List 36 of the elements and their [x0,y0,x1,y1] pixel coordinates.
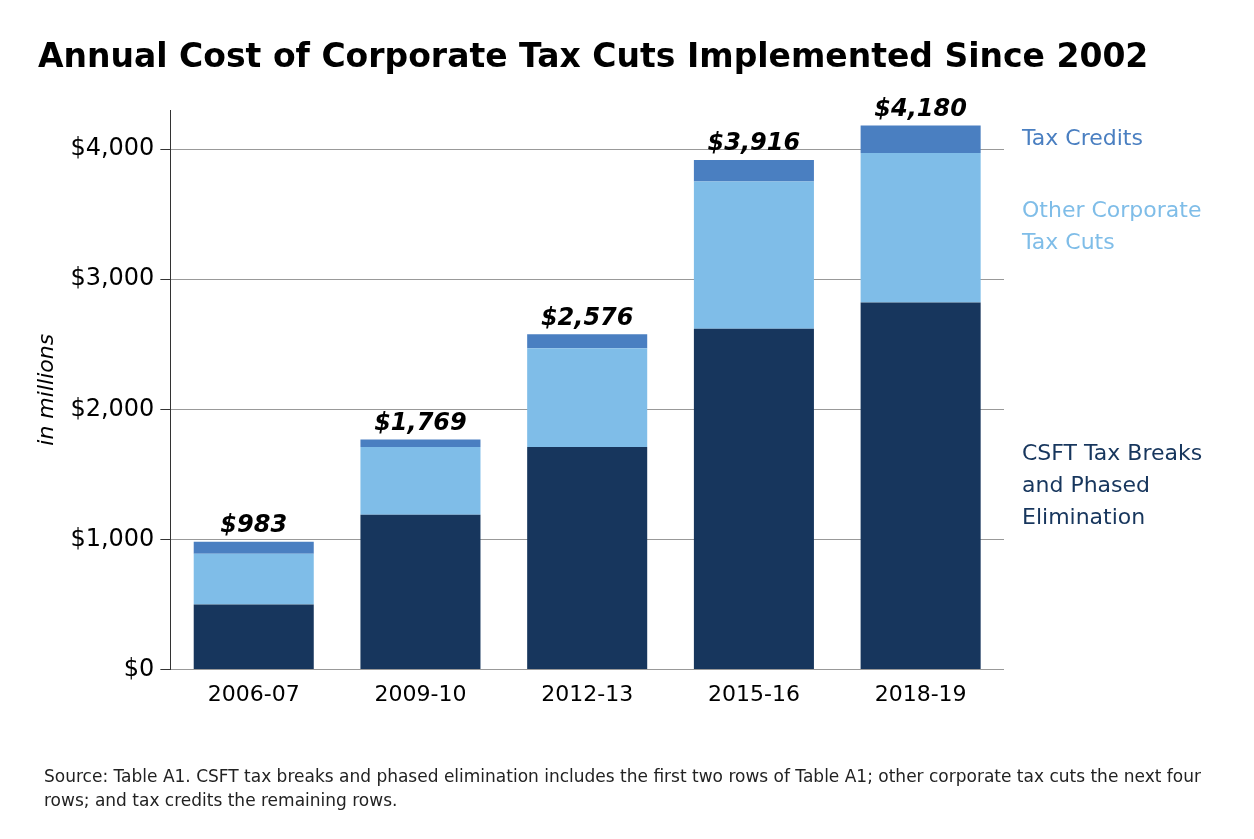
y-axis-title: in millions [32,333,58,446]
y-tick-label: $0 [123,653,155,682]
bar [193,553,314,605]
bar [527,348,648,448]
series-label: CSFT Tax Breaks and Phased Elimination [1022,439,1203,529]
total-label: $1,769 [374,407,467,436]
bar [860,152,981,303]
chart-title: Annual Cost of Corporate Tax Cuts Implemented Since 2002 [38,36,1149,75]
x-tick-label: 2015-16 [707,680,800,706]
x-tick-label: 2018-19 [874,680,967,706]
total-label: $4,180 [874,93,967,122]
series-label: Tax Credits [1021,125,1143,150]
bar [693,328,814,670]
source-note: Source: Table A1. CSFT tax breaks and phased elimination includes the first two rows of Table A1; other corporate tax cuts the next four rows; and tax credits the remaining rows. [44,765,1202,812]
x-tick-label: 2012-13 [541,680,634,706]
x-tick-label: 2006-07 [207,680,300,706]
bar [527,447,648,670]
series-label: Other Corporate Tax Cuts [1021,197,1202,255]
y-tick-label: $4,000 [70,133,155,162]
x-tick-label: 2009-10 [374,680,467,706]
bar [360,514,481,670]
bar [193,541,314,554]
bar [860,302,981,670]
bar [527,334,648,349]
bar [360,447,481,515]
bar [360,439,481,448]
total-label: $2,576 [540,302,634,331]
bar [193,604,314,670]
bar [693,159,814,182]
total-label: $983 [220,509,288,538]
total-label: $3,916 [707,128,801,157]
bar [860,125,981,153]
y-tick-label: $2,000 [70,393,155,422]
bar [693,181,814,329]
y-tick-label: $3,000 [70,263,155,292]
y-tick-label: $1,000 [70,523,155,552]
